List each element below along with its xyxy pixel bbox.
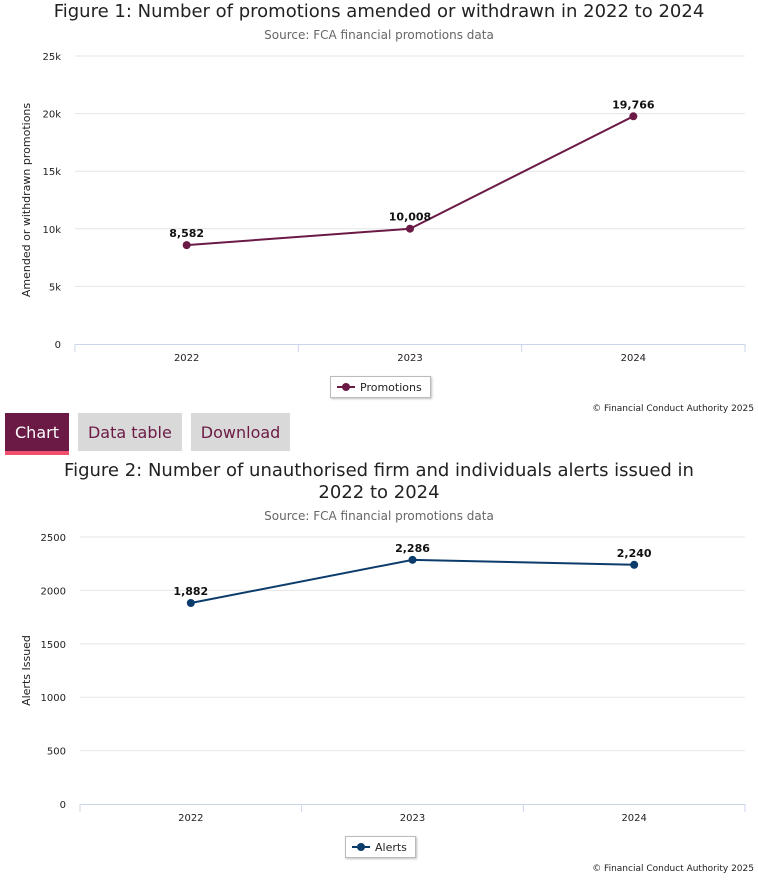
figure2-ytick-label: 1000 xyxy=(41,693,66,704)
figure2-data-point xyxy=(630,560,639,569)
figure1-ytick-label: 10k xyxy=(42,225,61,236)
figure2-legend-label: Alerts xyxy=(375,840,407,854)
tab-download[interactable]: Download xyxy=(190,413,291,451)
figure2-ytick-label: 2500 xyxy=(41,533,66,544)
figure1-xtick-label: 2022 xyxy=(174,353,199,364)
figure2-series-line xyxy=(190,558,635,604)
figure2-credit: © Financial Conduct Authority 2025 xyxy=(592,864,754,874)
figure2-ytick-label: 1500 xyxy=(41,640,66,651)
figure1-legend-label: Promotions xyxy=(360,380,422,394)
figure2-ytick-label: 2000 xyxy=(41,586,66,597)
figure1-ytick-label: 5k xyxy=(49,282,61,293)
figure1-ytick-label: 15k xyxy=(42,167,61,178)
tab-chart[interactable]: Chart xyxy=(5,413,69,455)
figure1-data-point xyxy=(406,224,414,233)
legend-marker-icon xyxy=(337,382,355,392)
figure2-xtick-label: 2022 xyxy=(178,813,203,824)
figure1-data-label: 10,008 xyxy=(389,211,431,224)
figure1-legend[interactable]: Promotions xyxy=(330,376,431,398)
figure2-data-point xyxy=(408,555,417,564)
figure2-data-label: 2,240 xyxy=(617,547,652,560)
figure2-title-line1: Figure 2: Number of unauthorised firm an… xyxy=(64,460,694,481)
figure2-subtitle: Source: FCA financial promotions data xyxy=(264,509,494,523)
figure2-title-line2: 2022 to 2024 xyxy=(318,482,440,503)
figure2-data-point xyxy=(186,599,195,608)
figure2-data-label: 2,286 xyxy=(395,542,430,555)
figure1-ytick-label: 25k xyxy=(42,52,61,63)
figure1-ytick-label: 20k xyxy=(42,110,61,121)
figure2-xtick-label: 2024 xyxy=(621,813,646,824)
figure1-credit: © Financial Conduct Authority 2025 xyxy=(592,404,754,414)
figure2-xtick-label: 2023 xyxy=(400,813,425,824)
figure2-ytick-label: 0 xyxy=(60,800,66,811)
figure1-xtick-label: 2023 xyxy=(397,353,422,364)
figure2-data-label: 1,882 xyxy=(173,585,208,598)
figure2-legend[interactable]: Alerts xyxy=(345,836,416,858)
figure1-title: Figure 1: Number of promotions amended o… xyxy=(53,1,705,22)
tab-data-table[interactable]: Data table xyxy=(77,413,182,451)
legend-marker-icon xyxy=(352,842,370,852)
figure2-y-axis-title: Alerts Issued xyxy=(20,635,33,706)
figure1-chart: 0 5k 10k 15k 20k 25k 2022 2023 2024 Amended or wi… xyxy=(20,52,746,364)
figure2-ytick-label: 500 xyxy=(47,747,66,758)
figure1-data-label: 8,582 xyxy=(169,227,204,240)
figure1-subtitle: Source: FCA financial promotions data xyxy=(264,28,494,42)
figure1-data-label: 19,766 xyxy=(612,98,655,111)
figure1-data-point xyxy=(629,112,638,121)
figure1-ytick-label: 0 xyxy=(55,340,61,351)
figure1-xtick-label: 2024 xyxy=(621,353,646,364)
view-tabs: Chart Data table Download xyxy=(5,413,291,455)
figure1-y-axis-title: Amended or withdrawn promotions xyxy=(20,103,33,298)
figure1-data-point xyxy=(182,241,191,250)
